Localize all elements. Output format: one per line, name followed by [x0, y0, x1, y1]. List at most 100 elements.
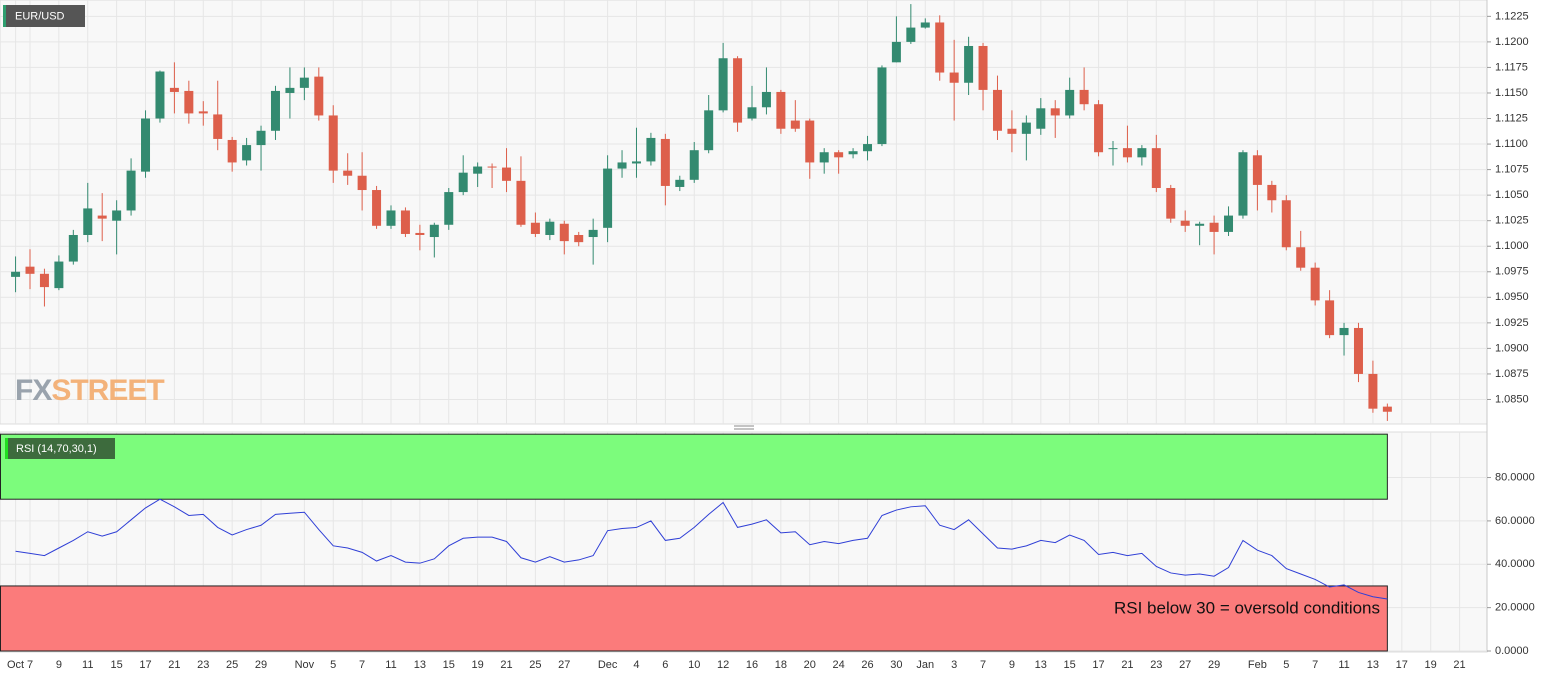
candle-body	[227, 139, 237, 163]
candle-body	[1325, 300, 1335, 336]
x-tick-label: 15	[111, 659, 123, 671]
candle-body	[776, 91, 786, 129]
candle-body	[386, 210, 396, 226]
candle-body	[126, 170, 136, 211]
x-tick-label: Feb	[1248, 659, 1267, 671]
candle-body	[1079, 89, 1089, 105]
y-tick-label: 1.1100	[1495, 138, 1528, 150]
y-tick-label: 1.1175	[1495, 61, 1528, 73]
x-tick-label: 23	[1150, 659, 1162, 671]
x-tick-label: Dec	[598, 659, 618, 671]
candle-body	[992, 89, 1002, 131]
candle-body	[1238, 152, 1248, 216]
candle-body	[935, 22, 945, 73]
x-tick-label: 4	[633, 659, 639, 671]
x-tick-label: 26	[861, 659, 873, 671]
rsi-title: RSI (14,70,30,1)	[16, 443, 97, 455]
x-tick-label: 15	[1064, 659, 1076, 671]
candle-body	[848, 151, 858, 155]
candle-body	[198, 111, 208, 114]
candle-body	[516, 180, 526, 225]
y-tick-label: 80.0000	[1495, 471, 1535, 483]
candle-body	[11, 271, 21, 277]
y-tick-label: 1.0950	[1495, 291, 1529, 303]
candle-body	[1065, 89, 1075, 116]
candle-body	[270, 90, 280, 131]
x-tick-label: Jan	[916, 659, 934, 671]
x-tick-label: 29	[255, 659, 267, 671]
candle-body	[1180, 220, 1190, 226]
candle-body	[747, 107, 757, 119]
candle-body	[314, 76, 324, 116]
candle-body	[530, 222, 540, 234]
x-tick-label: 18	[775, 659, 787, 671]
candle-body	[1195, 223, 1205, 226]
candle-body	[1353, 327, 1363, 374]
y-tick-label: 1.0975	[1495, 266, 1529, 278]
y-tick-label: 1.1150	[1495, 87, 1528, 99]
x-tick-label: 5	[330, 659, 336, 671]
x-tick-label: 16	[746, 659, 758, 671]
x-tick-label: 24	[833, 659, 845, 671]
candle-body	[25, 266, 35, 274]
candle-body	[545, 221, 555, 235]
x-tick-label: 11	[385, 659, 396, 671]
candle-body	[631, 161, 641, 164]
candle-body	[1094, 104, 1104, 153]
x-tick-label: 13	[414, 659, 426, 671]
candle-body	[1382, 406, 1392, 412]
candle-body	[949, 72, 959, 83]
x-tick-label: 13	[1367, 659, 1379, 671]
x-tick-label: 29	[1208, 659, 1220, 671]
x-tick-label: 15	[443, 659, 455, 671]
y-tick-label: 1.0925	[1495, 317, 1529, 329]
candle-body	[473, 166, 483, 174]
panel-handle[interactable]	[734, 425, 754, 430]
x-tick-label: 13	[1035, 659, 1047, 671]
candle-body	[675, 179, 685, 187]
y-tick-label: 60.0000	[1495, 515, 1535, 527]
x-tick-label: 21	[500, 659, 512, 671]
candle-body	[487, 166, 497, 168]
candle-body	[458, 172, 468, 193]
price-panel	[0, 0, 1488, 425]
x-tick-label: 19	[472, 659, 484, 671]
y-tick-label: 1.1125	[1495, 112, 1528, 124]
candle-body	[1166, 187, 1176, 219]
y-tick-label: 1.0850	[1495, 393, 1529, 405]
watermark: FXSTREET	[15, 374, 164, 407]
text-layer: FXSTREET EUR/USD RSI (14,70,30,1) RSI be…	[3, 5, 1535, 671]
y-tick-label: 40.0000	[1495, 558, 1535, 570]
x-tick-label: 6	[662, 659, 668, 671]
rsi-title-box	[5, 438, 115, 459]
candle-body	[790, 120, 800, 129]
x-tick-label: 7	[1312, 659, 1318, 671]
candle-body	[1267, 184, 1277, 201]
x-tick-label: 30	[890, 659, 902, 671]
y-tick-label: 1.1050	[1495, 189, 1529, 201]
candle-body	[1339, 327, 1349, 336]
candle-body	[920, 22, 930, 28]
x-tick-label: 17	[1396, 659, 1408, 671]
candle-body	[83, 208, 93, 235]
candle-body	[689, 150, 699, 180]
candle-body	[1224, 215, 1234, 232]
candle-body	[1281, 200, 1291, 248]
annotation: RSI below 30 = oversold conditions	[1114, 598, 1380, 617]
candle-body	[155, 71, 165, 119]
x-tick-label: 12	[717, 659, 729, 671]
x-tick-label: 27	[1179, 659, 1191, 671]
candle-body	[718, 58, 728, 111]
candle-body	[1007, 128, 1017, 134]
y-tick-label: 0.0000	[1495, 645, 1529, 657]
candle-body	[54, 261, 64, 289]
rsi-band	[0, 585, 1388, 652]
candle-body	[660, 138, 670, 186]
y-tick-label: 20.0000	[1495, 602, 1535, 614]
x-tick-label: 9	[56, 659, 62, 671]
candle-body	[877, 67, 887, 145]
candle-body	[603, 168, 613, 228]
candle-body	[1108, 148, 1118, 150]
candle-body	[1021, 122, 1031, 134]
